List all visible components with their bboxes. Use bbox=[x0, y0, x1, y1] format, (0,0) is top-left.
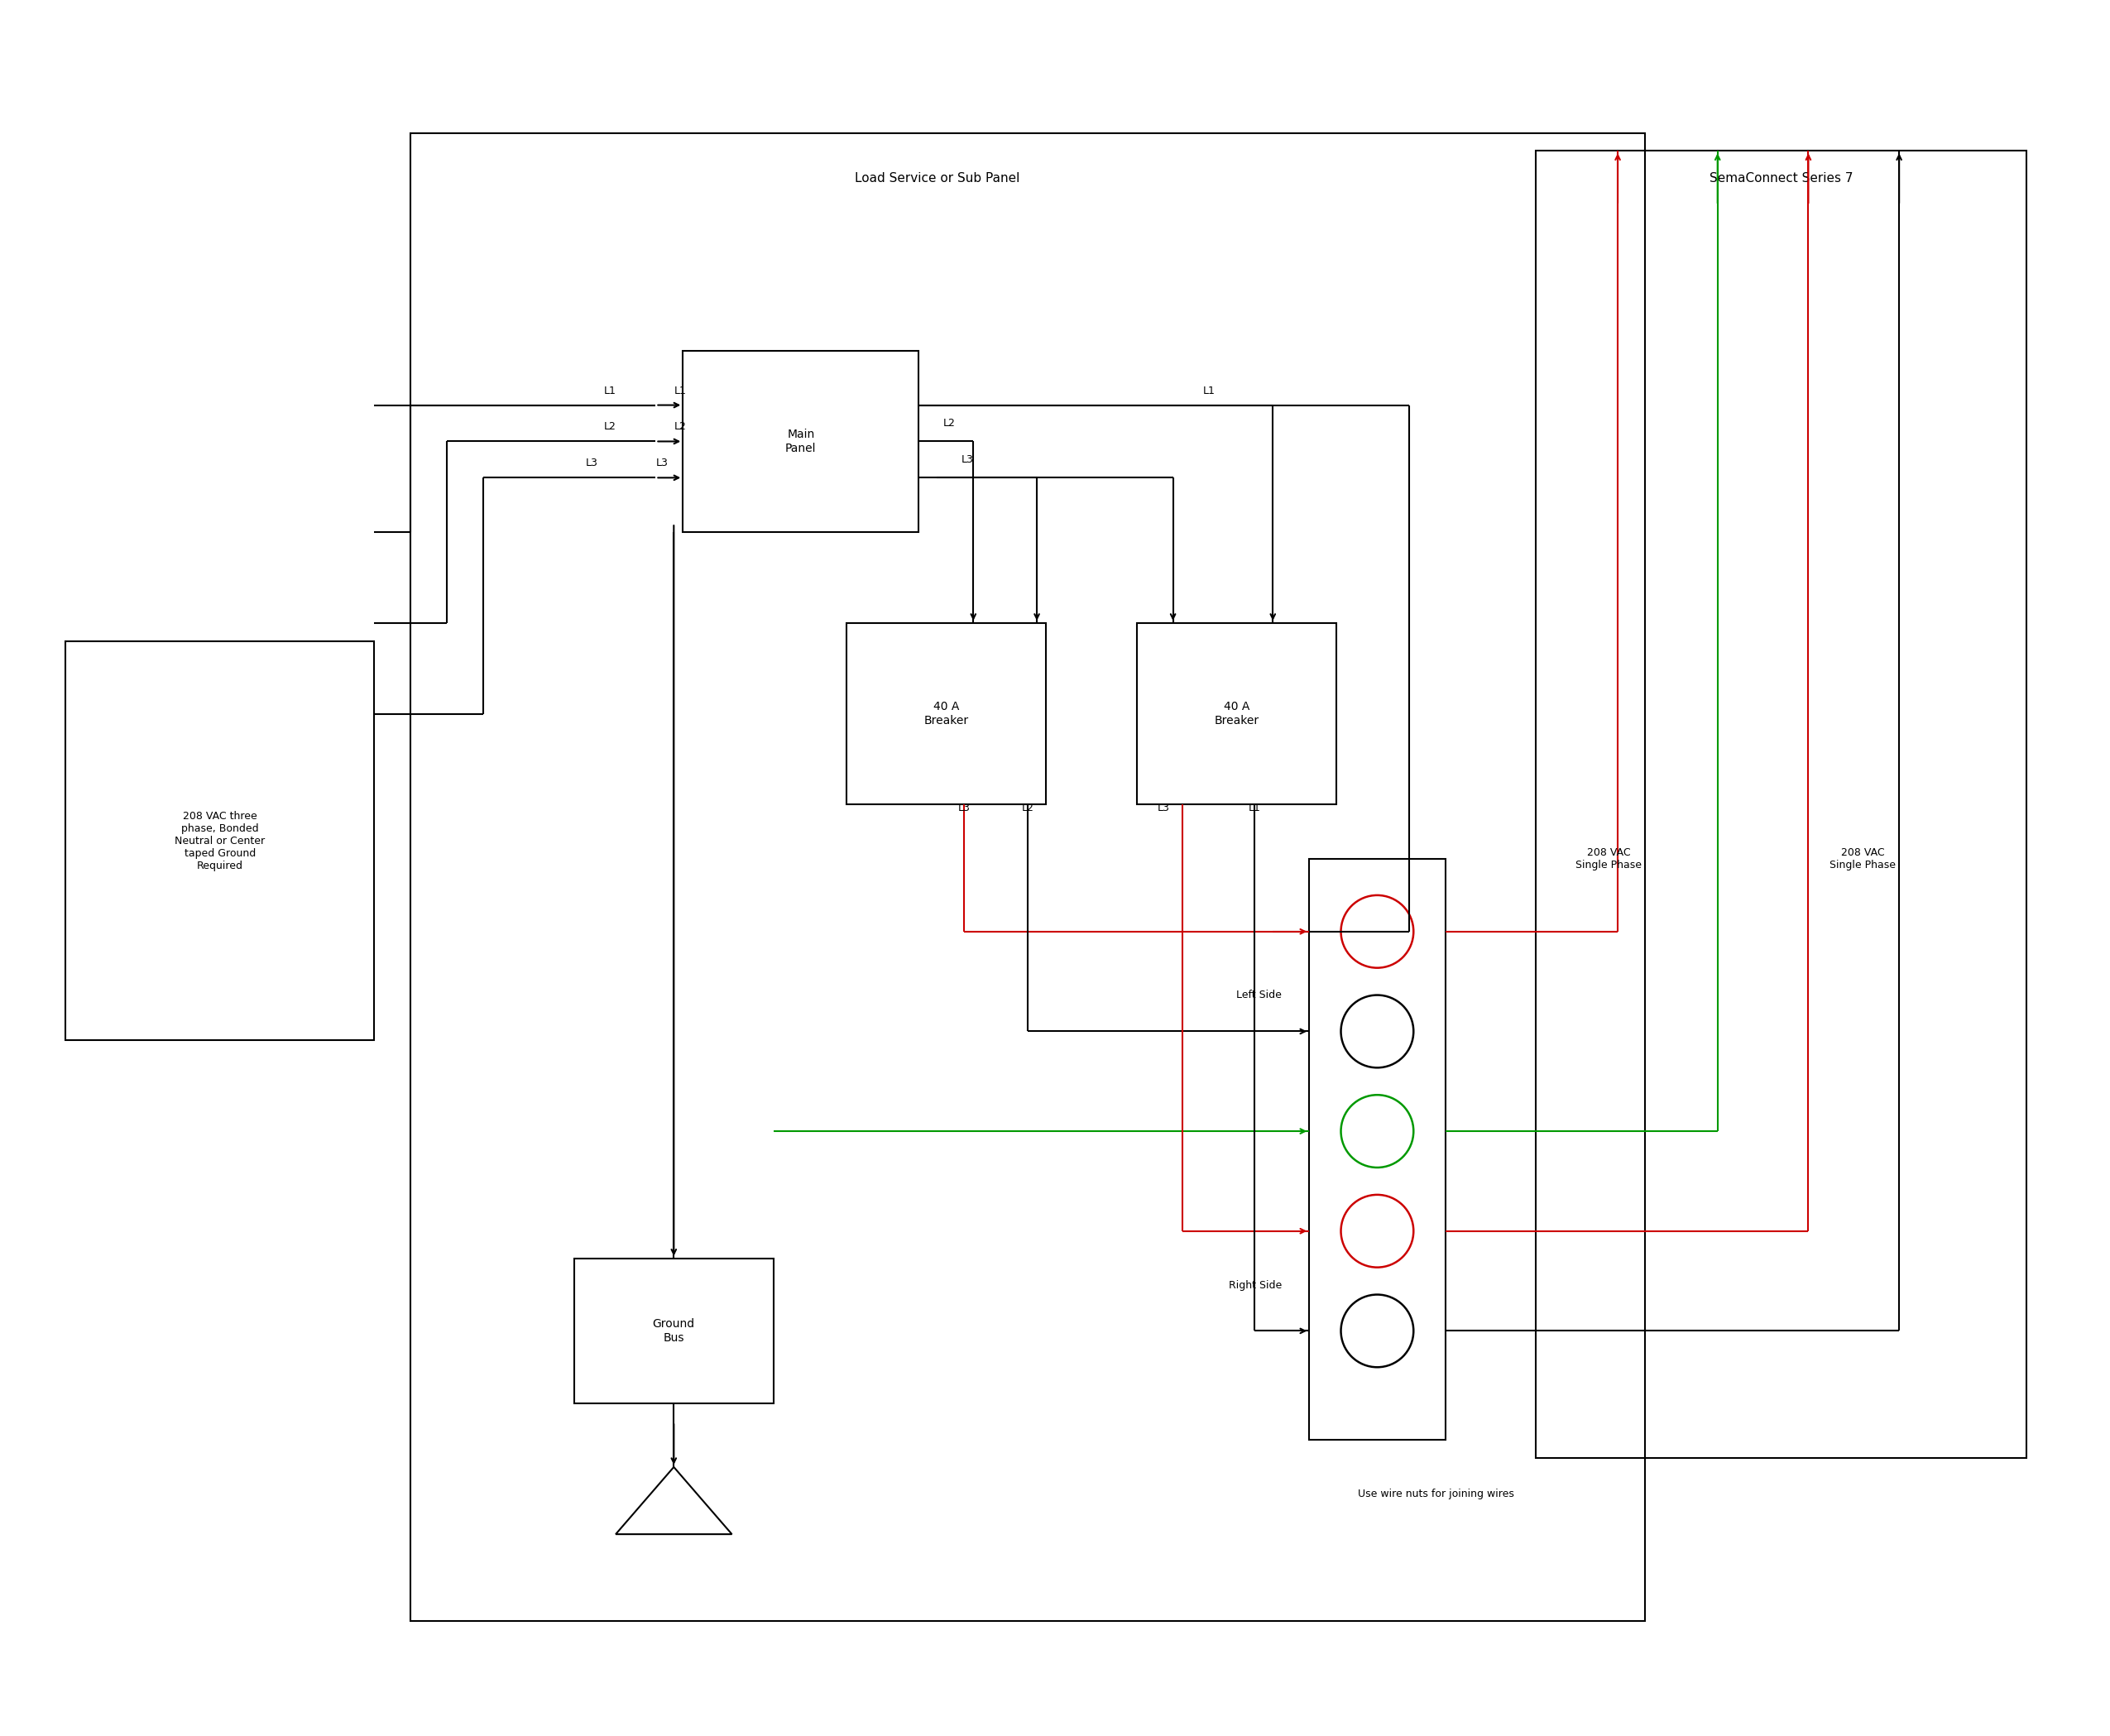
Bar bbox=[574, 1259, 774, 1403]
Text: L3: L3 bbox=[587, 458, 599, 469]
Text: 40 A
Breaker: 40 A Breaker bbox=[1213, 701, 1260, 726]
Text: 208 VAC
Single Phase: 208 VAC Single Phase bbox=[1829, 847, 1897, 870]
Text: Load Service or Sub Panel: Load Service or Sub Panel bbox=[855, 172, 1019, 184]
Text: Main
Panel: Main Panel bbox=[785, 429, 817, 453]
Text: 40 A
Breaker: 40 A Breaker bbox=[924, 701, 968, 726]
Text: L1: L1 bbox=[603, 385, 616, 396]
Text: Ground
Bus: Ground Bus bbox=[652, 1318, 694, 1344]
Text: L2: L2 bbox=[673, 422, 686, 432]
Text: L1: L1 bbox=[673, 385, 686, 396]
Text: 208 VAC
Single Phase: 208 VAC Single Phase bbox=[1576, 847, 1642, 870]
Bar bbox=[1308, 859, 1445, 1439]
Text: L1: L1 bbox=[1203, 385, 1215, 396]
Text: L3: L3 bbox=[958, 802, 971, 814]
Text: Right Side: Right Side bbox=[1228, 1279, 1283, 1292]
Text: L2: L2 bbox=[943, 418, 956, 429]
Bar bbox=[684, 351, 918, 533]
Bar bbox=[846, 623, 1047, 804]
Text: L3: L3 bbox=[1158, 802, 1171, 814]
Text: SemaConnect Series 7: SemaConnect Series 7 bbox=[1709, 172, 1853, 184]
Text: L3: L3 bbox=[960, 455, 973, 465]
Text: 208 VAC three
phase, Bonded
Neutral or Center
taped Ground
Required: 208 VAC three phase, Bonded Neutral or C… bbox=[175, 811, 266, 871]
Text: Left Side: Left Side bbox=[1236, 990, 1283, 1000]
Bar bbox=[65, 641, 373, 1040]
Text: L1: L1 bbox=[1249, 802, 1262, 814]
Bar bbox=[1137, 623, 1336, 804]
Text: L3: L3 bbox=[656, 458, 669, 469]
Bar bbox=[411, 134, 1646, 1621]
Text: Use wire nuts for joining wires: Use wire nuts for joining wires bbox=[1359, 1489, 1515, 1500]
Text: L2: L2 bbox=[603, 422, 616, 432]
Bar bbox=[1536, 151, 2026, 1458]
Text: L2: L2 bbox=[1021, 802, 1034, 814]
